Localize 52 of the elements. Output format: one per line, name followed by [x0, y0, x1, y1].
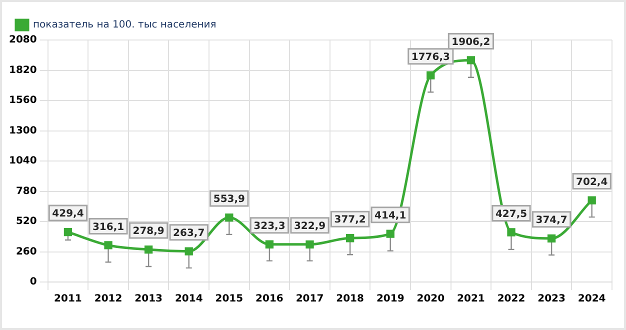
- y-tick-label: 260: [16, 246, 37, 258]
- x-tick-label: 2012: [94, 294, 122, 305]
- data-label: 374,7: [536, 215, 568, 226]
- data-label: 702,4: [576, 176, 608, 188]
- point: [184, 247, 193, 256]
- data-label: 427,5: [495, 208, 528, 220]
- point: [64, 228, 72, 236]
- x-tick-label: 2015: [215, 294, 244, 305]
- data-label: 429,4: [52, 208, 84, 220]
- data-label: 278,9: [132, 226, 164, 238]
- x-tick-label: 2014: [174, 294, 203, 305]
- x-tick-label: 2018: [336, 294, 364, 305]
- point: [386, 230, 394, 238]
- data-label: 263,7: [173, 228, 205, 239]
- point: [547, 234, 556, 242]
- x-tick-label: 2024: [578, 294, 606, 305]
- data-label: 316,1: [92, 222, 124, 233]
- data-label: 377,2: [334, 214, 366, 226]
- x-tick-label: 2017: [296, 294, 324, 305]
- point: [588, 196, 596, 204]
- point: [265, 240, 274, 248]
- x-tick-label: 2013: [134, 294, 163, 305]
- x-tick-label: 2023: [538, 294, 566, 305]
- x-tick-label: 2016: [256, 294, 284, 305]
- x-tick-label: 2020: [416, 294, 445, 305]
- y-tick-label: 0: [30, 276, 37, 288]
- point: [144, 245, 153, 254]
- data-label: 323,3: [254, 220, 286, 232]
- y-tick-label: 2080: [8, 34, 37, 46]
- data-label: 1776,3: [411, 52, 450, 63]
- y-tick-label: 520: [16, 216, 37, 228]
- point: [426, 71, 435, 80]
- data-label: 414,1: [374, 210, 406, 222]
- y-tick-label: 1560: [8, 95, 37, 106]
- data-label: 553,9: [213, 194, 246, 206]
- x-tick-label: 2019: [376, 294, 404, 305]
- y-tick-label: 1040: [8, 156, 37, 167]
- data-label: 322,9: [294, 221, 326, 232]
- point: [306, 240, 314, 249]
- point: [346, 234, 354, 242]
- y-tick-label: 780: [16, 186, 37, 197]
- x-tick-label: 2022: [497, 294, 526, 305]
- y-tick-label: 1820: [8, 64, 37, 76]
- y-tick-label: 1300: [8, 125, 37, 136]
- point: [104, 241, 112, 250]
- x-tick-label: 2021: [457, 294, 485, 305]
- point: [466, 56, 476, 64]
- point: [507, 228, 516, 236]
- x-tick-label: 2011: [54, 294, 82, 305]
- data-label: 1906,2: [452, 36, 490, 48]
- point: [225, 213, 234, 222]
- legend-label: показатель на 100. тыс населения: [33, 20, 216, 31]
